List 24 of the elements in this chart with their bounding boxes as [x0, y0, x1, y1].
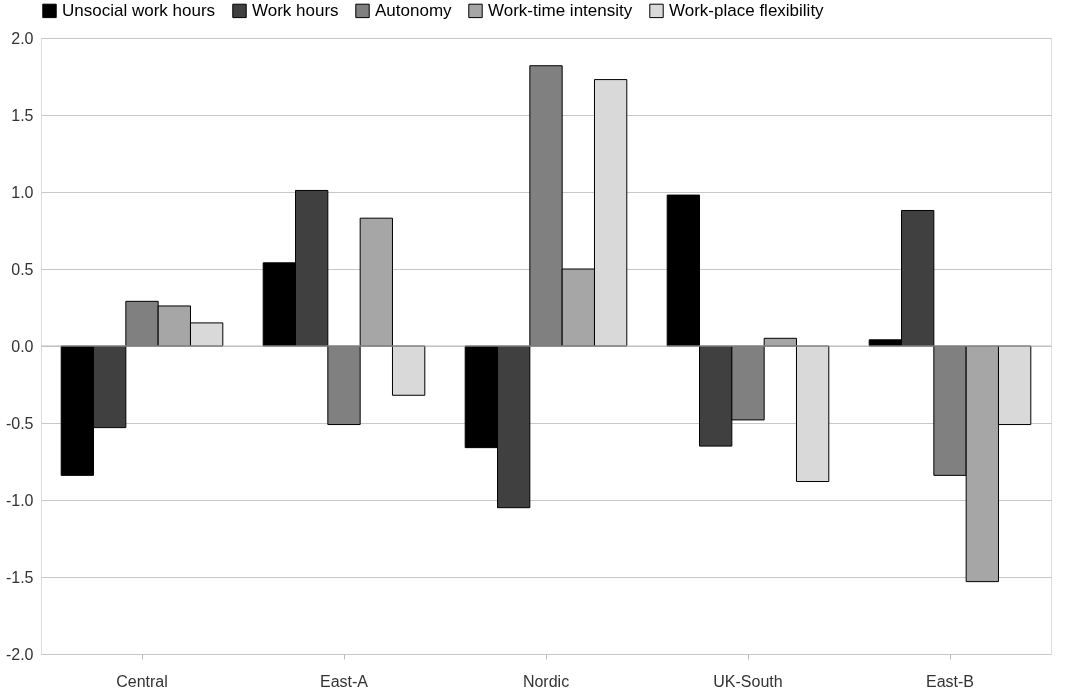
y-tick-label: 1.0	[11, 183, 34, 201]
legend-label: Work-time intensity	[488, 0, 633, 20]
y-tick-label: 1.5	[11, 106, 34, 124]
x-tick-label: East-B	[925, 672, 975, 690]
y-tick-label: -2.0	[5, 645, 34, 663]
bar	[666, 194, 701, 347]
legend-label: Autonomy	[375, 0, 453, 20]
legend-label: Unsocial work hours	[62, 0, 216, 20]
y-tick-label: 0.5	[11, 260, 34, 278]
y-tick-label: -1.5	[5, 568, 34, 586]
legend-label: Work-place flexibility	[669, 0, 825, 20]
bar	[795, 345, 830, 483]
x-tick-label: Nordic	[522, 672, 570, 690]
x-tick-label: UK-South	[713, 672, 783, 690]
y-tick-label: 2.0	[11, 29, 34, 47]
legend-label: Work hours	[252, 0, 339, 20]
y-tick-label: -0.5	[5, 414, 34, 432]
y-tick-label: 0.0	[11, 337, 34, 355]
x-tick-label: Central	[116, 672, 168, 690]
bar	[391, 345, 426, 396]
y-tick-label: -1.0	[5, 491, 34, 509]
bar	[359, 217, 393, 347]
x-tick-label: East-A	[319, 672, 369, 690]
bar	[327, 345, 361, 426]
